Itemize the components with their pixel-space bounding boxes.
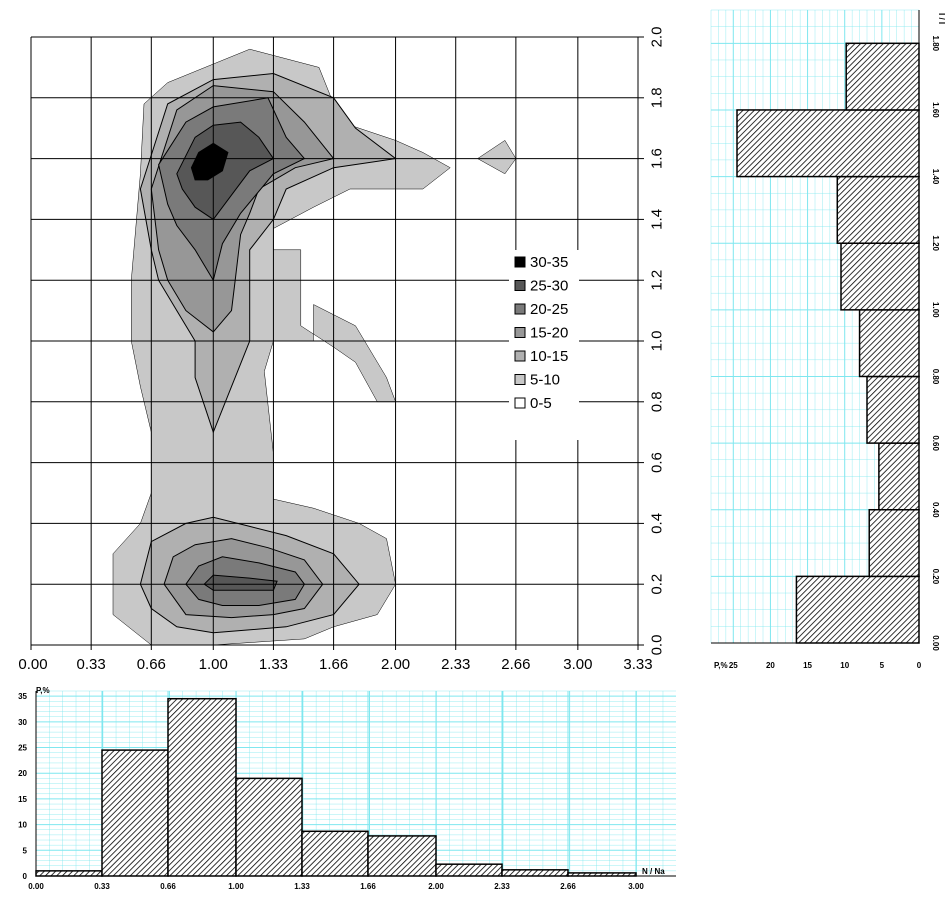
contour-chart: 0.00 0.33 0.66 1.00 1.33 1.66 2.00 2.33 2.66 3.00… (18, 27, 665, 673)
histogram-bar (167, 697, 237, 877)
legend-swatch (514, 397, 526, 409)
x-tick-label: 3.00 (563, 656, 592, 673)
histogram-bar (868, 508, 920, 578)
y-tick-label: 20 (18, 769, 27, 778)
legend-label: 0-5 (530, 395, 552, 412)
legend-swatch (514, 327, 526, 338)
legend-label: 15-20 (530, 325, 568, 342)
contour-region-25-30 (176, 121, 275, 221)
right-histogram: 25 20 15 10 5 0 0.00 0.20 0.40 0.60 0.80 1.00 1.20 1.… (710, 9, 946, 670)
y-tick-label: 10 (18, 821, 27, 830)
legend-swatch (514, 280, 526, 291)
x-tick-label: 25 (729, 661, 738, 670)
legend-label: 25-30 (530, 278, 568, 295)
y-tick-label: 0 (23, 872, 28, 881)
bottom-ylabel: P,% (36, 686, 50, 695)
histogram-bar (301, 830, 369, 877)
x-tick-label: 0.00 (28, 882, 44, 891)
y-tick-label: 0.20 (931, 569, 940, 585)
x-tick-label: 2.66 (560, 882, 576, 891)
histogram-bar (836, 175, 920, 244)
x-tick-label: 2.33 (494, 882, 510, 891)
y-tick-label: 0.4 (648, 513, 665, 534)
x-tick-label: 1.66 (319, 656, 348, 673)
legend-swatch (514, 350, 526, 362)
x-tick-label: 2.66 (501, 656, 530, 673)
y-tick-label: 0.80 (931, 369, 940, 385)
y-tick-label: 30 (18, 718, 27, 727)
histogram-bar (845, 42, 920, 111)
y-tick-label: 5 (23, 846, 28, 855)
y-tick-label: 1.4 (648, 209, 665, 230)
histogram-bar (435, 863, 503, 877)
x-tick-label: 0 (917, 661, 922, 670)
y-tick-label: 1.20 (931, 235, 940, 251)
y-tick-label: 35 (18, 692, 27, 701)
bottom-histogram: 0.00 0.33 0.66 1.00 1.33 1.66 2.00 2.33 2.66 3.00… (18, 686, 676, 891)
histogram-bar (866, 375, 920, 444)
histogram-bar (101, 749, 169, 877)
x-tick-label: 0.00 (18, 656, 47, 673)
x-tick-label: 1.33 (294, 882, 310, 891)
y-tick-label: 0.6 (648, 452, 665, 473)
x-tick-label: 5 (880, 661, 885, 670)
y-tick-label: 0.0 (648, 635, 665, 656)
y-tick-label: 0.2 (648, 574, 665, 595)
legend-swatch (514, 256, 526, 268)
x-tick-label: 2.00 (381, 656, 410, 673)
legend-label: 20-25 (530, 301, 568, 318)
x-tick-label: 3.33 (623, 656, 652, 673)
right-ylabel: I / I (937, 13, 946, 24)
y-tick-label: 15 (18, 795, 27, 804)
x-tick-label: 3.00 (628, 882, 644, 891)
y-tick-label: 2.0 (648, 27, 665, 48)
histogram-bar (567, 872, 637, 877)
y-tick-label: 1.8 (648, 87, 665, 108)
y-tick-label: 25 (18, 744, 27, 753)
x-tick-label: 0.33 (77, 656, 106, 673)
histogram-bar (35, 870, 103, 877)
contour-region-25-30 (203, 574, 278, 591)
contour-legend: 30-35 25-30 20-25 15-20 10-15 5-10 0-5 (509, 250, 579, 440)
y-tick-label: 1.60 (931, 102, 940, 118)
y-tick-label: 0.60 (931, 435, 940, 451)
histogram-bar (858, 309, 920, 378)
y-tick-label: 1.6 (648, 148, 665, 169)
x-tick-label: 1.00 (199, 656, 228, 673)
y-tick-label: 1.40 (931, 169, 940, 185)
histogram-bar (840, 242, 920, 311)
histogram-bar (367, 835, 437, 877)
histogram-bar (795, 575, 920, 644)
x-tick-label: 1.33 (259, 656, 288, 673)
y-tick-label: 1.00 (931, 302, 940, 318)
x-tick-label: 15 (803, 661, 812, 670)
legend-label: 5-10 (530, 372, 560, 389)
histogram-bar (736, 109, 920, 178)
x-tick-label: 2.33 (441, 656, 470, 673)
right-xlabel: P,% (714, 661, 728, 670)
bottom-xlabel: N / Na (642, 867, 665, 876)
histogram-bar (501, 869, 569, 877)
y-tick-label: 1.80 (931, 36, 940, 52)
x-tick-label: 1.66 (360, 882, 376, 891)
y-tick-label: 0.8 (648, 391, 665, 412)
y-tick-label: 0.00 (931, 635, 940, 651)
x-tick-label: 20 (766, 661, 775, 670)
x-tick-label: 1.00 (228, 882, 244, 891)
legend-label: 10-15 (530, 348, 568, 365)
histogram-bar (235, 777, 303, 877)
x-tick-label: 0.66 (137, 656, 166, 673)
y-tick-label: 0.40 (931, 502, 940, 518)
y-tick-label: 1.2 (648, 270, 665, 291)
legend-label: 30-35 (530, 254, 568, 271)
x-tick-label: 2.00 (428, 882, 444, 891)
contour-region-30-35 (190, 142, 229, 181)
x-tick-label: 0.66 (160, 882, 176, 891)
histogram-bar (878, 442, 920, 511)
legend-swatch (514, 303, 526, 315)
y-tick-label: 1.0 (648, 331, 665, 352)
x-tick-label: 0.33 (94, 882, 110, 891)
x-tick-label: 10 (840, 661, 849, 670)
legend-swatch (514, 374, 526, 385)
